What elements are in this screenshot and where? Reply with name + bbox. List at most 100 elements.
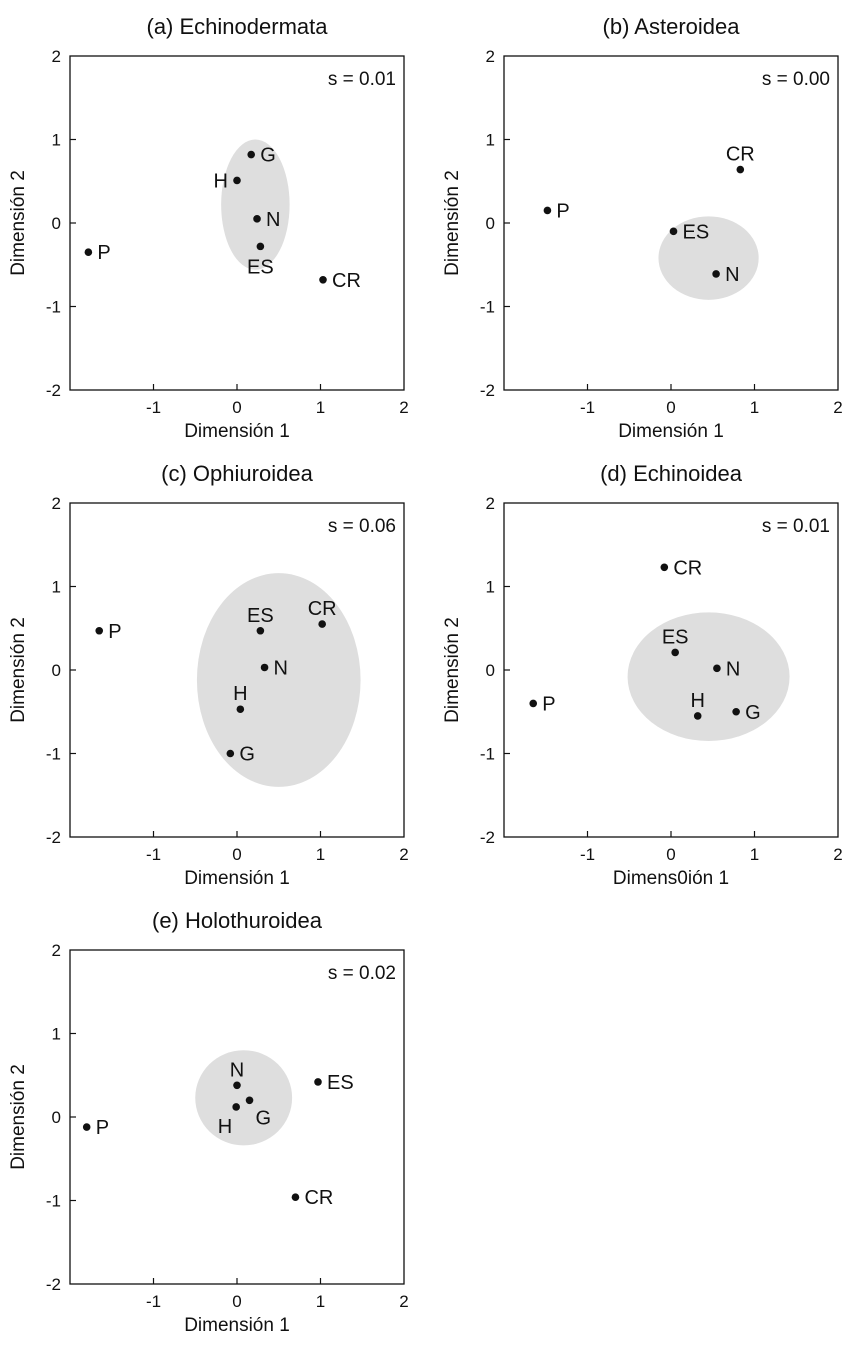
data-point-cr	[318, 620, 326, 628]
point-label-h: H	[218, 1116, 232, 1138]
y-tick-label: 0	[52, 214, 61, 233]
data-point-p	[82, 1123, 91, 1131]
y-tick-label: 2	[52, 47, 61, 66]
x-axis-label: Dimensión 1	[184, 1315, 290, 1336]
point-label-es: ES	[247, 605, 274, 627]
y-tick-label: 2	[52, 941, 61, 960]
y-tick-label: 2	[486, 47, 495, 66]
y-axis-label: Dimensión 2	[8, 170, 29, 276]
x-axis-label: Dimens0ión 1	[613, 868, 729, 889]
point-label-p: P	[556, 200, 569, 222]
x-tick-label: 2	[833, 398, 842, 417]
y-tick-label: -1	[480, 298, 495, 317]
data-point-n	[253, 215, 261, 223]
data-point-p	[543, 206, 552, 215]
group-ellipse	[658, 216, 759, 300]
group-ellipse	[195, 1050, 293, 1146]
point-label-es: ES	[327, 1072, 354, 1094]
point-label-cr: CR	[308, 598, 337, 620]
y-tick-label: 0	[52, 661, 61, 680]
point-label-g: G	[745, 702, 761, 724]
y-tick-label: -2	[46, 828, 61, 847]
x-tick-label: 1	[316, 845, 325, 864]
data-point-h	[693, 712, 702, 720]
data-point-h	[236, 705, 245, 714]
chart-title: (a) Echinodermata	[147, 14, 329, 39]
x-tick-label: 0	[232, 398, 241, 417]
x-tick-label: 2	[399, 398, 408, 417]
y-tick-label: 1	[486, 578, 495, 597]
data-point-p	[95, 626, 104, 635]
stress-annotation: s = 0.06	[328, 516, 396, 537]
y-tick-label: 1	[52, 1025, 61, 1044]
point-label-n: N	[725, 264, 739, 286]
data-point-n	[260, 663, 269, 672]
data-point-es	[314, 1078, 322, 1086]
y-tick-label: -1	[46, 1192, 61, 1211]
point-label-g: G	[256, 1107, 272, 1129]
x-tick-label: 0	[232, 1292, 241, 1311]
data-point-h	[233, 176, 241, 185]
x-tick-label: -1	[146, 398, 161, 417]
group-ellipse	[627, 612, 790, 741]
x-tick-label: 2	[833, 845, 842, 864]
point-label-cr: CR	[673, 557, 702, 579]
x-tick-label: 1	[316, 1292, 325, 1311]
y-tick-label: 1	[52, 578, 61, 597]
data-point-h	[232, 1103, 240, 1111]
chart-title: (d) Echinoidea	[600, 461, 743, 486]
x-tick-label: -1	[580, 845, 595, 864]
data-point-g	[732, 707, 740, 716]
plot-frame	[503, 55, 839, 391]
y-axis-label: Dimensión 2	[8, 617, 29, 723]
scatter-panel-1: (a) Echinodermata s = 0.01 -1 0 1 2 2 1 0 -1 -2 Dim…	[8, 14, 409, 442]
point-label-p: P	[542, 693, 555, 715]
scatter-panel-4: (d) Echinoidea s = 0.01 -1 0 1 2 2 1 0 -1 -2 Dimens…	[442, 461, 843, 889]
x-tick-label: 0	[666, 845, 675, 864]
x-tick-label: -1	[580, 398, 595, 417]
stress-annotation: s = 0.01	[762, 516, 830, 537]
point-label-n: N	[266, 209, 280, 231]
chart-title: (c) Ophiuroidea	[161, 461, 313, 486]
scatter-panel-5: (e) Holothuroidea s = 0.02 -1 0 1 2 2 1 0 -1 -2 Dim…	[8, 908, 409, 1336]
point-label-p: P	[96, 1117, 109, 1139]
point-label-h: H	[690, 690, 704, 712]
y-tick-label: 1	[486, 131, 495, 150]
data-point-es	[671, 648, 679, 657]
point-label-cr: CR	[332, 270, 361, 292]
x-axis-label: Dimensión 1	[184, 421, 290, 442]
data-point-cr	[736, 165, 745, 174]
data-point-es	[256, 242, 265, 251]
point-label-es: ES	[683, 221, 710, 243]
y-tick-label: -2	[480, 828, 495, 847]
y-tick-label: -1	[480, 745, 495, 764]
y-tick-label: 2	[52, 494, 61, 513]
x-tick-label: 2	[399, 1292, 408, 1311]
y-tick-label: -2	[46, 381, 61, 400]
y-tick-label: 0	[486, 661, 495, 680]
data-point-p	[529, 699, 538, 708]
data-point-g	[245, 1096, 254, 1105]
x-tick-label: 1	[316, 398, 325, 417]
scatter-panel-2: (b) Asteroidea s = 0.00 -1 0 1 2 2 1 0 -1 -2 Dimens…	[442, 14, 843, 442]
point-label-g: G	[260, 145, 276, 167]
x-tick-label: -1	[146, 845, 161, 864]
y-axis-label: Dimensión 2	[442, 170, 463, 276]
x-tick-label: 1	[750, 845, 759, 864]
point-label-p: P	[108, 621, 121, 643]
data-point-n	[233, 1081, 241, 1090]
x-tick-label: 1	[750, 398, 759, 417]
point-label-h: H	[214, 170, 228, 192]
point-label-p: P	[97, 242, 110, 264]
data-point-cr	[319, 275, 327, 284]
chart-title: (e) Holothuroidea	[152, 908, 323, 933]
point-label-h: H	[233, 683, 247, 705]
chart-title: (b) Asteroidea	[603, 14, 741, 39]
data-point-cr	[291, 1193, 300, 1201]
data-point-g	[226, 749, 235, 758]
y-tick-label: -1	[46, 745, 61, 764]
point-label-g: G	[239, 744, 255, 766]
x-tick-label: 0	[232, 845, 241, 864]
